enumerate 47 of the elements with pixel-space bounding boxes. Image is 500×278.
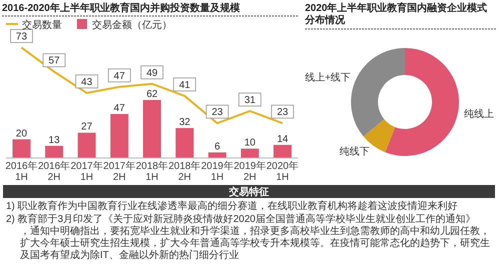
data-label: 73 bbox=[16, 32, 28, 43]
bar bbox=[143, 100, 161, 158]
bar bbox=[45, 146, 64, 158]
data-label: 13 bbox=[48, 134, 60, 146]
x-tick-label: 2018年1H bbox=[136, 160, 168, 183]
data-label: 14 bbox=[276, 134, 288, 145]
data-label: 43 bbox=[81, 76, 93, 88]
data-label: 47 bbox=[114, 70, 126, 82]
slice-label: 纯线上 bbox=[464, 108, 494, 120]
data-label: 57 bbox=[48, 56, 60, 67]
bar bbox=[12, 139, 30, 158]
x-tick-label: 2019年2H bbox=[234, 160, 266, 183]
chart-title: 2020年上半年职业教育国内融资企业模式分布情况 bbox=[304, 2, 488, 26]
data-label: 23 bbox=[276, 107, 288, 118]
data-label: 23 bbox=[212, 107, 224, 118]
bar bbox=[274, 144, 292, 158]
slice-label: 线上+线下 bbox=[304, 71, 351, 84]
x-tick-label: 2017年1H bbox=[70, 160, 103, 183]
x-tick-label: 2018年2H bbox=[168, 160, 201, 183]
data-label: 41 bbox=[179, 80, 191, 91]
bar bbox=[110, 114, 128, 158]
data-label: 6 bbox=[214, 141, 220, 152]
donut-slice bbox=[351, 48, 405, 136]
bar bbox=[78, 132, 96, 158]
text: 2) 教育部于3月印发了《关于应对新冠肺炎疫情做好2020届全国普通高等学校毕业生就业创业工作的通知》，通知中明确指出，要拓宽毕业生就业和升学渠道，招录更多高校毕业生到急需教师的高中和幼儿园任教，扩大今年硕士研究生招生规模，扩大今年普通高等学校专升本规模等。在疫情可能常态化的趋势下，研究生及国考有望成为除IT、金融以外新的热门细分行业 bbox=[6, 213, 490, 261]
x-tick-label: 2019年1H bbox=[201, 160, 234, 183]
chart-title: 2016-2020年上半年职业教育国内并购投资数量及规模 bbox=[2, 2, 241, 14]
data-label: 62 bbox=[146, 89, 158, 100]
x-tick-label: 2017年2H bbox=[103, 160, 136, 183]
donut-slice bbox=[385, 48, 459, 156]
legend-label: 交易数量 bbox=[22, 19, 62, 31]
data-label: 49 bbox=[146, 68, 158, 79]
data-label: 47 bbox=[114, 103, 126, 114]
slice-label: 纯线下 bbox=[340, 146, 370, 158]
data-label: 27 bbox=[81, 122, 93, 133]
data-label: 10 bbox=[244, 138, 256, 149]
text: 1) 职业教育作为中国教育行业在线渗透率最高的细分赛道，在线职业教育机构将趁着这波疫情迎来利好 bbox=[6, 200, 458, 212]
bar bbox=[240, 148, 259, 158]
text: 交易特征 bbox=[228, 186, 269, 198]
x-tick-label: 2020年1H bbox=[266, 160, 299, 183]
data-label: 31 bbox=[244, 95, 256, 106]
legend-label: 交易金额（亿元） bbox=[92, 19, 172, 31]
bar bbox=[176, 128, 194, 158]
x-tick-label: 2016年2H bbox=[38, 160, 70, 183]
data-label: 32 bbox=[179, 117, 191, 128]
x-tick-label: 2016年1H bbox=[5, 160, 38, 183]
data-label: 20 bbox=[16, 128, 28, 140]
